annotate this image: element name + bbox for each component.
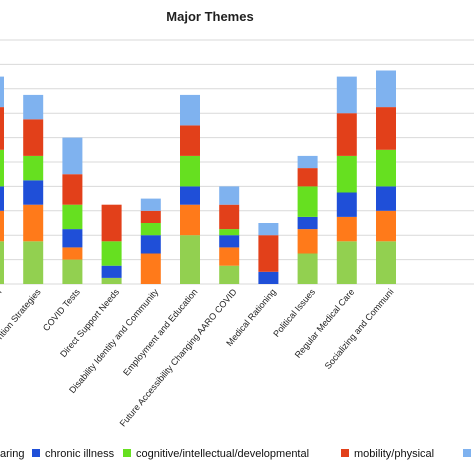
bar-segment bbox=[0, 76, 4, 108]
bar-segment bbox=[180, 125, 200, 156]
bar-segment bbox=[258, 271, 279, 284]
bar-segment bbox=[0, 149, 4, 187]
legend-label: aring bbox=[0, 448, 24, 460]
bar-segment bbox=[140, 253, 161, 284]
bar-segment bbox=[140, 210, 161, 223]
bar-segment bbox=[180, 94, 200, 126]
bar-segment bbox=[336, 76, 357, 114]
bar-segment bbox=[297, 253, 318, 284]
legend-swatch bbox=[123, 449, 131, 457]
bar-segment bbox=[336, 241, 357, 284]
category-label: COVID Tests bbox=[41, 286, 82, 333]
bar-segment bbox=[376, 210, 396, 242]
bar-segment bbox=[140, 235, 161, 254]
bar-segment bbox=[180, 186, 200, 205]
legend-swatch bbox=[341, 449, 349, 457]
bar-segment bbox=[297, 155, 318, 169]
bar-segment bbox=[219, 265, 240, 284]
legend-label: cognitive/intellectual/developmental bbox=[136, 448, 309, 460]
bar-segment bbox=[23, 204, 44, 242]
bar-segment bbox=[376, 186, 396, 211]
bar-segment bbox=[62, 247, 83, 260]
bar-segment bbox=[0, 210, 4, 242]
bar-segment bbox=[0, 107, 4, 150]
bar-segment bbox=[258, 235, 279, 272]
bar-segment bbox=[376, 107, 396, 150]
bar-segment bbox=[62, 259, 83, 284]
bar-segment bbox=[23, 119, 44, 156]
legend: aring chronic illness cognitive/intellectu… bbox=[0, 448, 471, 460]
bar-segment bbox=[297, 216, 318, 230]
category-label: rmation bbox=[0, 287, 4, 316]
category-label: Prevention Strategies bbox=[0, 286, 43, 359]
bar-segment bbox=[180, 155, 200, 187]
bar-segment bbox=[297, 168, 318, 187]
legend-label: mobility/physical bbox=[354, 448, 434, 460]
bar-segment bbox=[62, 174, 83, 205]
bar-segment bbox=[140, 198, 161, 211]
bar-segment bbox=[376, 149, 396, 187]
legend-label: chronic illness bbox=[45, 448, 115, 460]
bar-segment bbox=[336, 192, 357, 217]
bar-segment bbox=[101, 265, 122, 278]
bar-segment bbox=[62, 229, 83, 248]
bar-segment bbox=[336, 155, 357, 193]
category-label: Employment and Education bbox=[121, 287, 199, 378]
bar-segment bbox=[180, 235, 200, 284]
legend-swatch bbox=[32, 449, 40, 457]
legend-swatch bbox=[463, 449, 471, 457]
bar-segment bbox=[219, 235, 240, 248]
bar-segment bbox=[336, 216, 357, 242]
bar-segment bbox=[23, 180, 44, 205]
bar-segment bbox=[62, 204, 83, 230]
bar-segment bbox=[297, 186, 318, 217]
bar-segment bbox=[297, 229, 318, 254]
bar-segment bbox=[140, 223, 161, 236]
bar-segment bbox=[258, 223, 279, 236]
chart-title: Major Themes bbox=[166, 9, 254, 24]
bar-segment bbox=[101, 241, 122, 266]
bar-segment bbox=[23, 155, 44, 181]
bar-segment bbox=[23, 241, 44, 284]
bar-segment bbox=[336, 113, 357, 156]
bar-segment bbox=[101, 277, 122, 284]
bar-segment bbox=[219, 229, 240, 236]
bars bbox=[0, 70, 396, 284]
bar-segment bbox=[376, 70, 396, 108]
bar-segment bbox=[62, 137, 83, 175]
bar-segment bbox=[219, 186, 240, 205]
bar-segment bbox=[180, 204, 200, 236]
bar-segment bbox=[219, 247, 240, 266]
bar-segment bbox=[23, 94, 44, 120]
bar-segment bbox=[101, 204, 122, 242]
bar-segment bbox=[219, 204, 240, 230]
bar-segment bbox=[376, 241, 396, 284]
bar-segment bbox=[0, 186, 4, 211]
category-label: Socializing and Communi bbox=[323, 287, 396, 371]
bar-segment bbox=[0, 241, 4, 284]
